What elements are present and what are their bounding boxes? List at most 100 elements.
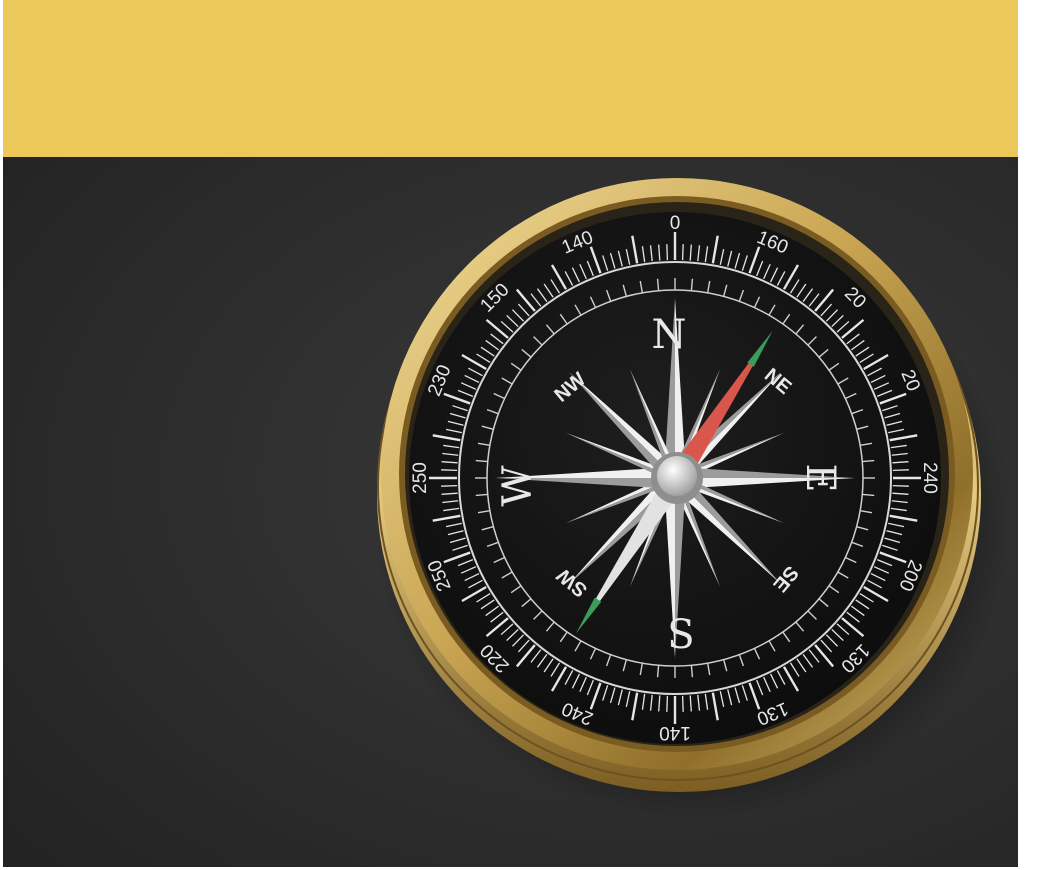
dial-tick [886,420,903,426]
cardinal-n-label: N [652,312,687,358]
dial-tick [756,260,764,277]
dial-tick [756,679,764,696]
dial-tick [846,333,860,345]
dial-tick [769,673,779,689]
cardinal-e-label: E [797,463,843,492]
dial-tick [891,452,908,456]
inner-dial-tick [559,631,568,643]
dial-tick [579,676,587,693]
dial-tick [789,662,800,677]
dial-tick [697,694,701,711]
dial-tick [776,670,786,685]
inner-dial-tick [656,278,660,291]
inner-dial-tick [862,459,875,463]
inner-dial-tick [851,541,864,548]
degree-label: 240 [919,462,940,494]
dial-tick [571,673,581,689]
dial-tick [586,260,594,277]
dial-tick [763,676,771,693]
needle-north-tip [747,331,773,367]
inner-dial-tick [722,659,728,672]
dial-tick [579,263,587,280]
dial-tick [814,288,835,312]
dial-tick [873,382,890,390]
dial-tick [666,695,669,712]
inner-dial-tick [837,571,849,579]
dial-tick [464,572,480,582]
dial-tick [886,530,903,536]
dial-tick [625,691,631,708]
dial-tick [884,412,901,419]
dial-tick [490,611,504,623]
dial-tick [863,353,889,371]
degree-label: 250 [410,462,431,494]
inner-dial-tick [574,304,582,316]
dial-tick [517,639,530,653]
rose-point-shade [675,476,721,588]
dial-tick [445,428,462,434]
rose-point-light [629,368,680,478]
rose-point-light [675,298,686,478]
dial-tick [890,444,907,449]
dial-tick [658,244,661,261]
dial-tick [449,412,466,419]
inner-dial-tick [690,665,694,678]
dial-tick [536,288,548,303]
rose-point-light [495,467,675,478]
dial-tick [879,392,907,405]
dial-tick [841,617,865,638]
dial-tick [689,244,692,261]
dial-tick [457,559,474,567]
dial-tick [892,461,909,464]
dial-tick [825,309,839,322]
dial-tick [796,283,807,298]
dial-tick [441,469,458,472]
dial-tick [515,644,536,668]
dial-tick [763,263,771,280]
image-frame: Plan de Actión Exacto [3,0,1018,867]
dial-tick [727,250,733,267]
dial-tick [892,484,909,487]
inner-dial-tick [477,442,490,447]
inner-dial-tick [818,598,829,608]
inner-dial-tick [475,459,488,463]
inner-dial-tick [818,348,829,358]
inner-dial-tick [521,348,532,358]
rose-point-shade [568,371,675,485]
dial-tick [841,318,865,339]
dial-outer-ring-line [458,261,892,695]
dial-tick [870,374,886,384]
degree-label: 140 [659,722,691,743]
dial-tick [867,367,882,377]
dial-tick [879,551,907,564]
dial-tick [882,544,898,551]
dial-tick [704,246,709,263]
dial-tick [641,246,646,263]
inner-dial-tick [622,284,628,297]
dial-tick [888,522,905,528]
inner-dial-tick [856,525,869,531]
dial-tick [681,244,684,261]
inner-dial-tick [622,659,628,672]
inner-dial-tick [845,392,857,400]
dial-tick [517,303,530,317]
rose-point-light [568,371,682,478]
dial-tick [476,592,491,603]
inner-dial-tick [605,289,612,302]
dial-tick [855,346,870,357]
cardinal-w-label: W [495,465,541,506]
dial-tick [530,293,542,307]
inner-dial-tick [521,598,532,608]
dial-tick [882,405,898,412]
inner-dial-tick [481,425,494,431]
dial-tick [460,382,477,390]
dial-tick [476,353,491,364]
inner-dial-tick [510,585,522,594]
dial-tick [892,492,909,495]
dial-tick [796,658,807,673]
inner-dial-tick [768,304,776,316]
rose-point-shade [675,473,785,524]
dial-tick [441,484,458,487]
dial-tick [889,434,918,442]
dial-tick [468,579,483,589]
